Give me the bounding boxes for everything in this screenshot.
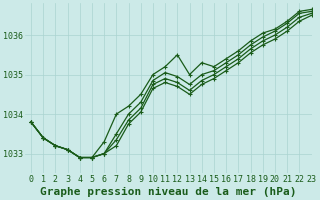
X-axis label: Graphe pression niveau de la mer (hPa): Graphe pression niveau de la mer (hPa): [40, 186, 296, 197]
